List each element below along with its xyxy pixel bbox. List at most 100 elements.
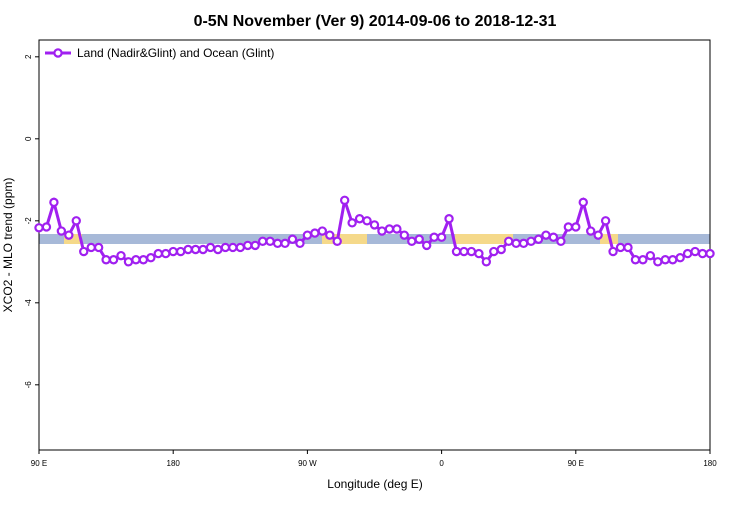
data-point	[578, 197, 588, 208]
data-point	[690, 246, 700, 257]
data-point	[384, 224, 395, 234]
plot-frame	[38, 39, 711, 451]
data-point	[183, 244, 193, 255]
data-point	[131, 255, 141, 265]
y-tick-label: -4	[24, 299, 33, 307]
data-point	[697, 248, 708, 259]
data-point	[630, 255, 641, 265]
data-point	[317, 226, 328, 236]
data-point	[168, 246, 178, 257]
data-point	[101, 255, 111, 265]
data-point	[608, 246, 618, 257]
data-point	[377, 226, 387, 236]
x-tick-label: 180	[167, 459, 181, 468]
data-point	[489, 246, 499, 257]
data-point	[302, 230, 313, 240]
x-tick-label: 90 E	[31, 459, 47, 468]
data-point	[243, 240, 253, 251]
data-point	[571, 222, 581, 232]
y-tick-label: 2	[24, 54, 33, 59]
y-tick-label: -6	[24, 381, 33, 389]
data-point	[436, 232, 447, 242]
data-point	[49, 197, 59, 208]
data-point	[615, 242, 626, 253]
data-point	[79, 246, 89, 257]
data-point	[638, 255, 648, 265]
data-point	[504, 236, 514, 247]
data-point	[556, 236, 566, 247]
data-point	[511, 238, 521, 249]
y-tick-label: -2	[24, 217, 33, 225]
data-point	[310, 228, 320, 238]
data-point	[645, 250, 656, 261]
data-point	[407, 236, 417, 247]
data-point	[213, 244, 223, 255]
y-axis-label: XCO2 - MLO trend (ppm)	[1, 178, 15, 313]
data-point	[71, 216, 81, 226]
data-point	[339, 195, 350, 206]
data-point	[429, 232, 439, 242]
data-point	[518, 238, 529, 249]
data-point	[116, 250, 126, 261]
y-tick-label: 0	[24, 136, 33, 141]
data-point	[41, 222, 52, 232]
data-point	[459, 246, 469, 257]
data-point	[354, 214, 365, 224]
data-point	[660, 255, 670, 265]
data-point	[675, 253, 685, 263]
data-point	[705, 248, 715, 259]
data-point	[161, 248, 171, 259]
data-point	[56, 226, 67, 236]
data-point	[272, 238, 283, 249]
legend-marker	[53, 48, 63, 58]
data-point	[392, 224, 402, 234]
band-segment	[455, 234, 513, 244]
data-point	[362, 216, 372, 226]
data-point	[235, 242, 245, 253]
data-point	[108, 255, 119, 265]
data-point	[190, 244, 201, 255]
band	[39, 234, 710, 244]
data-point	[421, 240, 432, 251]
data-point	[205, 242, 216, 253]
x-tick-label: 180	[703, 459, 717, 468]
data-point	[250, 240, 260, 251]
data-point	[138, 255, 149, 265]
data-point	[444, 214, 454, 224]
data-point	[347, 218, 357, 228]
band-segment	[322, 234, 367, 244]
data-point	[526, 236, 536, 247]
band-segment	[64, 234, 82, 244]
data-point	[541, 230, 551, 240]
data-point	[34, 223, 44, 233]
data-point	[563, 222, 574, 232]
data-point	[623, 242, 633, 253]
data-point	[466, 246, 477, 257]
x-tick-label: 0	[439, 459, 444, 468]
data-point	[220, 242, 231, 253]
data-point	[481, 257, 492, 267]
data-point	[93, 242, 104, 253]
data-point	[593, 230, 603, 240]
data-point	[332, 236, 342, 247]
x-tick-label: 90 E	[568, 459, 584, 468]
data-point	[586, 226, 596, 236]
data-point	[369, 220, 380, 230]
data-point	[228, 242, 238, 253]
data-point	[64, 230, 74, 240]
data-point	[146, 253, 156, 263]
data-point	[265, 236, 275, 247]
data-point	[153, 248, 163, 259]
data-point	[474, 248, 484, 259]
data-point	[257, 236, 268, 247]
data-point	[668, 255, 678, 265]
data-point	[533, 234, 544, 244]
data-point	[548, 232, 559, 242]
data-point	[399, 230, 410, 240]
x-tick-label: 90 W	[298, 459, 317, 468]
x-axis-label: Longitude (deg E)	[327, 477, 422, 491]
data-point	[175, 246, 186, 257]
chart-title: 0-5N November (Ver 9) 2014-09-06 to 2018…	[194, 13, 557, 30]
data-point	[682, 248, 693, 259]
